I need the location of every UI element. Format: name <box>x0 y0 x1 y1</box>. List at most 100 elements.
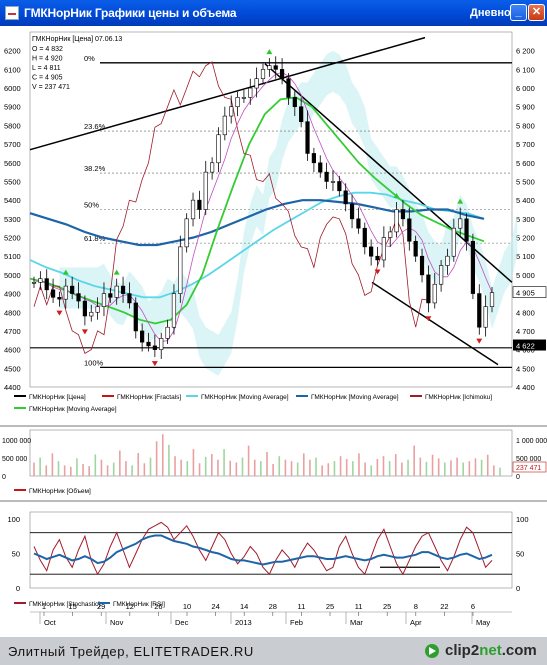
fib-level-label: 23.6% <box>84 122 106 131</box>
price-legend-label: ГМКНорНик [Ichimoku] <box>425 394 492 401</box>
candle-body <box>140 330 145 343</box>
x-axis-tick-label: 25 <box>326 602 334 611</box>
x-axis-tick-label: 25 <box>383 602 391 611</box>
price-y-tick-right: 5 300 <box>516 215 535 224</box>
fractal-up-marker <box>113 269 120 275</box>
candle-body <box>44 278 49 291</box>
price-y-tick-left: 5900 <box>4 103 21 112</box>
candle-body <box>152 345 157 350</box>
price-y-tick-left: 5500 <box>4 177 21 186</box>
close-button[interactable]: ✕ <box>528 4 545 21</box>
candle-body <box>426 274 431 304</box>
x-axis-tick-label: 22 <box>440 602 448 611</box>
candle-body <box>203 171 208 210</box>
price-y-tick-right: 6 100 <box>516 65 535 74</box>
candle-body <box>413 240 418 257</box>
candle-body <box>127 293 132 304</box>
price-y-tick-right: 5 800 <box>516 121 535 130</box>
volume-y-tick-right: 0 <box>516 474 520 481</box>
price-flag-box <box>513 339 546 351</box>
x-axis-month-label: Nov <box>110 618 124 627</box>
oscillator-y-tick-left: 0 <box>16 584 20 593</box>
x-axis-tick-label: 28 <box>269 602 277 611</box>
candle-body <box>184 218 189 248</box>
price-y-tick-right: 5 500 <box>516 177 535 186</box>
x-axis-month-label: Mar <box>350 618 363 627</box>
fractal-up-marker <box>457 198 464 204</box>
ohlcv-label: L = 4 811 <box>32 65 61 72</box>
price-y-tick-right: 5 400 <box>516 196 535 205</box>
fib-level-label: 50% <box>84 201 99 210</box>
oscillator-panel-frame <box>29 511 513 589</box>
candle-body <box>458 218 463 229</box>
candle-body <box>445 255 450 266</box>
price-legend-label: ГМКНорНик [Moving Average] <box>201 394 289 401</box>
candle-body <box>337 181 342 192</box>
trendline-rising <box>29 36 426 151</box>
candle-body <box>50 289 56 298</box>
footer-bar: Элитный Трейдер, ELITETRADER.RU clip2net… <box>0 637 547 665</box>
fib-level-label: 0% <box>84 54 95 63</box>
window-title: ГМКНорНик Графики цены и объема <box>24 6 237 20</box>
oscillator-line <box>33 534 493 566</box>
candle-body <box>318 162 323 173</box>
minimize-button[interactable]: _ <box>510 4 527 21</box>
candle-body <box>216 134 221 164</box>
candle-body <box>222 115 227 136</box>
candle-body <box>197 199 202 210</box>
candle-body <box>241 97 247 99</box>
price-y-tick-left: 6000 <box>4 84 21 93</box>
price-y-tick-left: 4700 <box>4 327 21 336</box>
period-label[interactable]: Дневной <box>470 7 518 19</box>
clip2net-brand: clip2net.com <box>445 642 537 659</box>
volume-last-label: 237 471 <box>516 465 541 472</box>
candle-body <box>267 65 272 70</box>
price-y-tick-right: 4 700 <box>516 327 535 336</box>
fractal-down-marker <box>476 338 483 344</box>
candle-body <box>95 306 100 313</box>
oscillator-y-tick-right: 50 <box>516 549 524 558</box>
x-axis-tick-label: 8 <box>414 602 418 611</box>
x-axis-tick-label: 1 <box>42 602 46 611</box>
price-y-tick-right: 4 500 <box>516 364 535 373</box>
candle-body <box>133 302 138 332</box>
candle-body <box>292 97 297 108</box>
candle-body <box>190 199 196 220</box>
candle-body <box>165 326 170 339</box>
oscillator-y-tick-right: 100 <box>516 515 529 524</box>
volume-y-tick-left: 0 <box>2 474 6 481</box>
last-price-box <box>512 286 547 298</box>
price-y-tick-left: 5600 <box>4 159 21 168</box>
price-legend-label: ГМКНорНик [Цена] <box>29 394 86 401</box>
app-icon <box>5 6 19 20</box>
x-axis-tick-label: 24 <box>211 602 219 611</box>
fractal-down-marker <box>151 361 158 367</box>
oscillator-legend-label: ГМКНорНик [Stochastic] <box>29 601 100 608</box>
last-price-label: 4 905 <box>516 289 535 298</box>
oscillator-y-tick-left: 50 <box>12 549 20 558</box>
candle-body <box>146 341 151 347</box>
candle-body <box>432 283 437 304</box>
volume-last-box <box>512 461 547 473</box>
x-axis-tick-label: 15 <box>68 602 76 611</box>
x-axis-month-label: Dec <box>175 618 189 627</box>
candle-body <box>248 87 253 98</box>
fib-level-label: 38.2% <box>84 164 106 173</box>
candle-body <box>229 106 234 117</box>
price-legend-label: ГМКНорНик [Moving Average] <box>311 394 399 401</box>
candle-body <box>356 218 361 229</box>
volume-y-tick-right: 1 000 000 <box>516 438 547 445</box>
candle-body <box>343 190 348 205</box>
price-y-tick-right: 5 100 <box>516 252 535 261</box>
fib-level-label: 61.8% <box>84 234 106 243</box>
price-flag-label: 4 622 <box>516 342 535 351</box>
price-y-tick-left: 6100 <box>4 65 21 74</box>
candle-body <box>305 121 310 154</box>
candle-body <box>470 240 476 294</box>
candle-body <box>400 209 406 220</box>
price-y-tick-left: 5300 <box>4 215 21 224</box>
price-y-tick-right: 5 000 <box>516 271 535 280</box>
candle-body <box>171 293 177 328</box>
x-axis-tick-label: 14 <box>240 602 248 611</box>
